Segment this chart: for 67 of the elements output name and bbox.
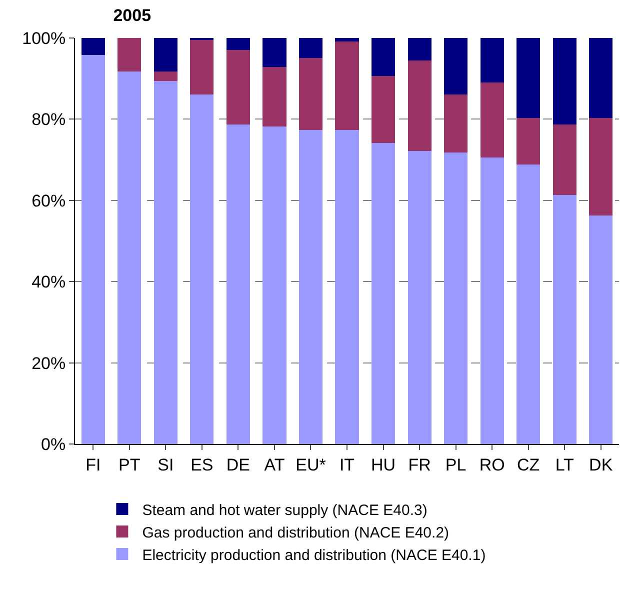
- chart-title: 2005: [113, 6, 152, 26]
- x-tick-label: PT: [118, 455, 140, 474]
- x-tick-label: DE: [226, 455, 250, 474]
- bar: [154, 38, 178, 72]
- x-tick-label: CZ: [516, 455, 540, 474]
- bar: [408, 60, 432, 151]
- bar: [118, 38, 142, 72]
- bar: [480, 157, 504, 444]
- bar: [298, 130, 323, 444]
- bar: [516, 38, 540, 118]
- bar: [589, 215, 613, 444]
- bar: [335, 130, 359, 444]
- bar: [552, 195, 576, 444]
- bar: [444, 38, 468, 94]
- bar: [516, 164, 540, 444]
- x-tick-label: EU*: [296, 455, 326, 474]
- bar: [154, 72, 178, 82]
- legend-label: Gas production and distribution (NACE E40.2): [142, 524, 450, 542]
- y-tick-label: 100%: [22, 28, 66, 48]
- bar: [298, 38, 323, 58]
- bar: [298, 58, 323, 130]
- bar: [190, 40, 214, 94]
- bar: [480, 82, 504, 158]
- x-tick-label: SI: [158, 455, 174, 474]
- y-tick-label: 20%: [32, 354, 66, 373]
- y-tick-label: 60%: [32, 191, 66, 210]
- y-tick-label: 0%: [41, 434, 66, 454]
- bar: [154, 81, 178, 444]
- x-tick-label: DK: [589, 455, 614, 474]
- bar: [516, 118, 540, 165]
- bar: [371, 38, 396, 76]
- bar: [552, 124, 576, 196]
- bar: [589, 38, 613, 118]
- x-tick-label: FR: [408, 455, 431, 474]
- bar: [118, 72, 142, 444]
- bar: [589, 118, 613, 216]
- bar: [335, 38, 359, 42]
- x-tick-label: HU: [370, 455, 396, 474]
- bar: [190, 94, 214, 444]
- bar: [262, 38, 286, 68]
- bar: [81, 38, 105, 56]
- x-tick-label: PL: [445, 455, 466, 474]
- bar: [552, 38, 576, 124]
- legend-label: Steam and hot water supply (NACE E40.3): [142, 502, 428, 519]
- x-tick-label: LT: [555, 455, 574, 474]
- x-tick-label: FI: [86, 455, 101, 474]
- x-tick-label: ES: [190, 455, 214, 474]
- bar: [262, 126, 286, 444]
- x-tick-label: AT: [264, 455, 285, 474]
- x-tick-label: IT: [339, 455, 355, 474]
- bar: [444, 152, 468, 444]
- bar: [226, 124, 250, 444]
- bar: [408, 150, 432, 444]
- bar: [408, 38, 432, 61]
- bar: [335, 42, 359, 130]
- bar: [371, 76, 396, 144]
- y-tick-label: 80%: [32, 110, 66, 130]
- bar: [226, 50, 250, 124]
- bar: [371, 143, 396, 444]
- legend-label: Electricity production and distribution (NACE E40.1): [142, 546, 486, 564]
- bar: [480, 38, 504, 82]
- bar: [81, 55, 105, 444]
- bar: [444, 94, 468, 152]
- bar: [226, 38, 250, 50]
- y-tick-label: 40%: [32, 272, 66, 292]
- x-tick-label: RO: [479, 455, 505, 474]
- bar: [262, 67, 286, 127]
